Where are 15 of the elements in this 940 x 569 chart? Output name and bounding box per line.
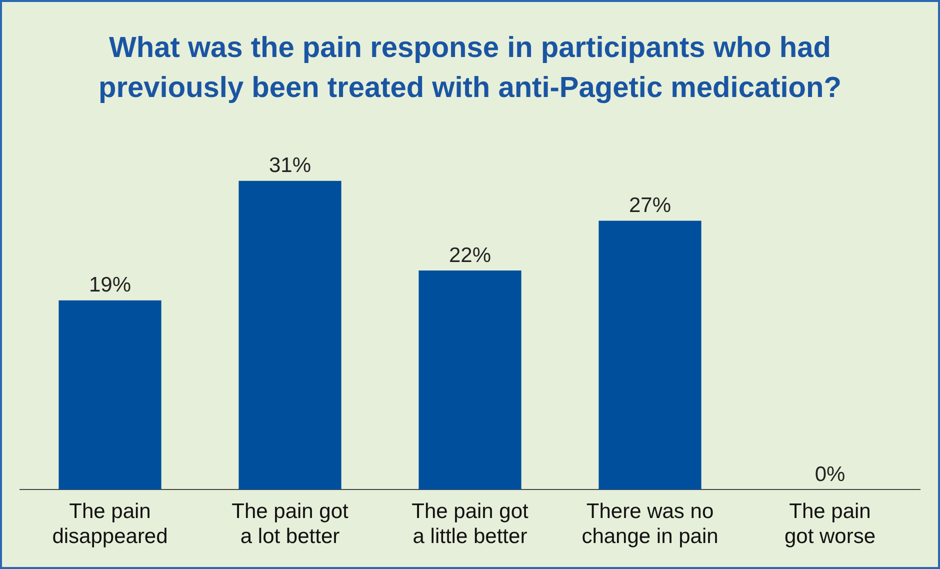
- bar: [598, 220, 702, 490]
- data-label: 0%: [814, 462, 846, 486]
- x-tick-label: The pain got a little better: [412, 500, 529, 548]
- chart-title: What was the pain response in participants who had previously been treated with anti-Pagetic medication?: [98, 31, 842, 106]
- data-label: 31%: [268, 154, 312, 178]
- data-label: 19%: [88, 274, 132, 297]
- x-tick-label: There was no change in pain: [582, 500, 718, 548]
- bar: [238, 180, 342, 490]
- data-label: 27%: [628, 194, 672, 218]
- x-tick-label: The pain disappeared: [52, 500, 168, 548]
- bar: [418, 270, 522, 490]
- x-tick-label: The pain got a lot better: [232, 500, 349, 548]
- data-label: 22%: [448, 244, 492, 267]
- bar: [58, 300, 162, 490]
- x-tick-label: The pain got worse: [784, 500, 876, 548]
